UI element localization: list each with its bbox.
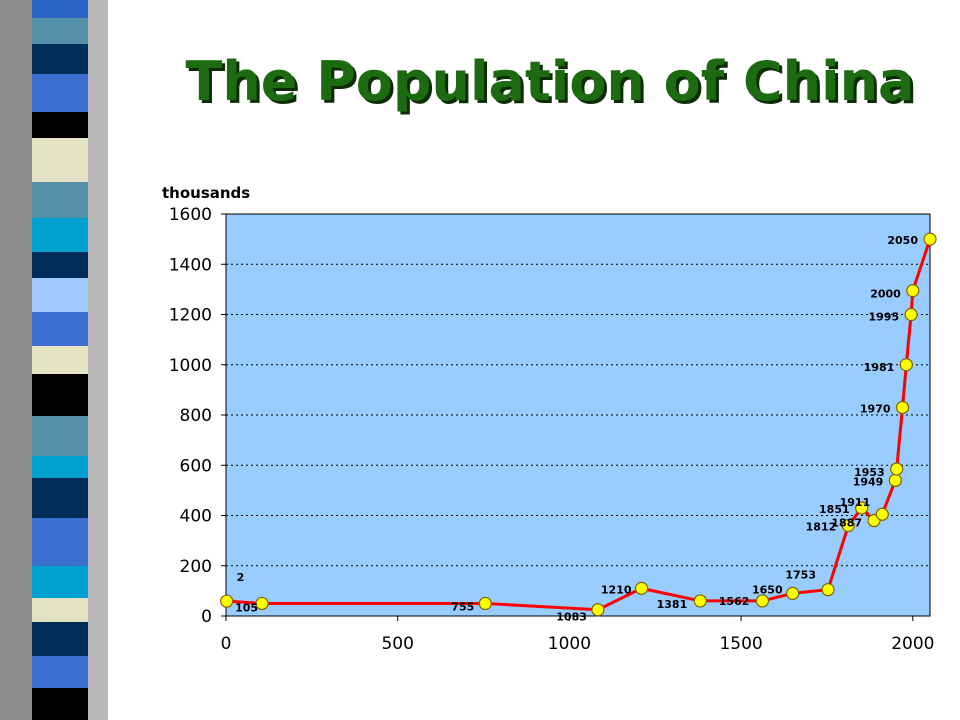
- data-point-marker: [906, 284, 920, 298]
- slide-title: The Population of China: [185, 50, 915, 113]
- data-point-marker: [899, 358, 913, 372]
- x-tick-label: 0: [221, 634, 232, 654]
- data-point-marker: [923, 232, 937, 246]
- data-point-label: 2: [237, 571, 245, 584]
- data-point-marker: [890, 462, 904, 476]
- data-point-marker: [755, 594, 770, 608]
- stripe-block: [32, 218, 88, 252]
- data-point-marker: [478, 596, 492, 611]
- data-point-label: 1887: [831, 517, 862, 530]
- data-point-marker: [634, 581, 649, 595]
- data-point-label: 2050: [887, 234, 918, 247]
- x-tick-label: 500: [381, 634, 413, 654]
- y-tick-label: 1400: [169, 255, 212, 275]
- x-tick-label: 1000: [548, 634, 591, 654]
- stripe-block: [32, 74, 88, 112]
- data-point-label: 1949: [853, 475, 884, 488]
- stripe-block: [32, 312, 88, 346]
- data-point-marker: [693, 594, 707, 608]
- data-point-marker: [895, 400, 910, 415]
- data-point-label: 1970: [860, 402, 891, 415]
- stripe-block: [32, 598, 88, 622]
- y-tick-label: 400: [180, 507, 212, 527]
- data-point-label: 1851: [819, 503, 850, 516]
- data-point-label: 1812: [806, 521, 837, 534]
- data-point-label: 755: [451, 600, 474, 613]
- stripe-block: [32, 688, 88, 720]
- data-point-label: 1753: [785, 569, 816, 582]
- stripe-block: [32, 44, 88, 74]
- data-point-marker: [875, 507, 889, 521]
- stripe-block: [32, 566, 88, 598]
- stripe-block: [32, 0, 88, 18]
- y-axis-unit-label: thousands: [162, 184, 251, 202]
- y-tick-label: 1000: [169, 356, 212, 376]
- stripe-block: [32, 112, 88, 138]
- data-point-label: 1650: [752, 583, 783, 596]
- data-point-label: 1953: [854, 466, 885, 479]
- stripe-block: [32, 278, 88, 312]
- data-point-marker: [855, 501, 869, 515]
- y-tick-label: 1600: [169, 205, 212, 225]
- population-line: [226, 238, 932, 612]
- stripe-edge: [88, 0, 108, 720]
- stripe-block: [32, 18, 88, 44]
- decorative-stripe: [0, 0, 108, 720]
- data-point-label: 1210: [601, 583, 632, 596]
- x-tick-label: 2000: [891, 634, 934, 654]
- data-point-marker: [220, 594, 234, 608]
- stripe-block: [32, 622, 88, 656]
- data-point-label: 1381: [657, 598, 688, 611]
- y-tick-label: 1200: [169, 306, 212, 326]
- data-point-label: 1995: [868, 311, 899, 324]
- data-point-label: 1911: [840, 496, 871, 509]
- data-point-marker: [904, 307, 918, 322]
- stripe-block: [32, 656, 88, 688]
- data-point-marker: [786, 586, 800, 600]
- data-point-label: 2000: [870, 288, 901, 301]
- data-point-label: 1562: [719, 595, 750, 608]
- stripe-block: [32, 138, 88, 182]
- data-point-marker: [821, 583, 835, 597]
- data-point-label: 1981: [864, 361, 895, 374]
- stripe-block: [32, 416, 88, 456]
- stripe-block: [32, 182, 88, 218]
- stripe-block: [32, 456, 88, 478]
- x-tick-label: 1500: [719, 634, 762, 654]
- data-point-label: 1083: [556, 611, 587, 624]
- stripe-block: [32, 518, 88, 566]
- stripe-block: [32, 346, 88, 374]
- stripe-block: [32, 478, 88, 518]
- y-tick-label: 0: [201, 607, 212, 627]
- data-point-marker: [841, 518, 855, 533]
- y-tick-label: 600: [180, 456, 212, 476]
- data-point-label: 105: [235, 601, 258, 614]
- stripe-block: [32, 252, 88, 278]
- data-point-marker: [888, 473, 902, 487]
- y-tick-label: 800: [180, 406, 212, 426]
- data-point-marker: [255, 596, 269, 611]
- data-point-marker: [591, 603, 605, 617]
- y-tick-label: 200: [180, 557, 212, 577]
- stripe-block: [32, 374, 88, 416]
